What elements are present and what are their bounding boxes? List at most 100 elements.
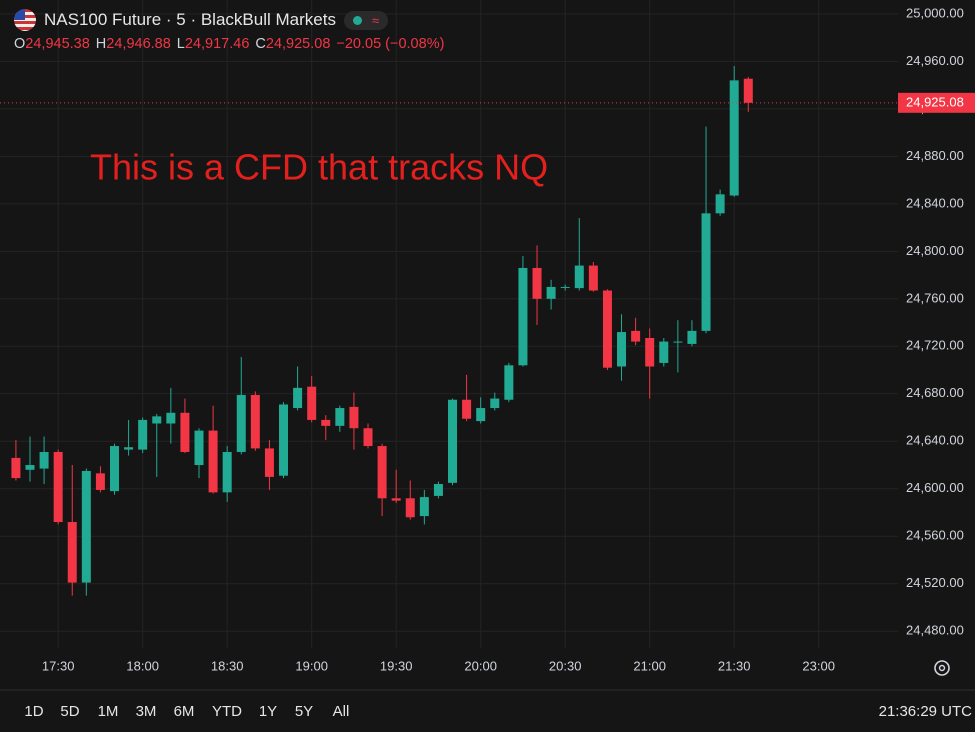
candle-body [53, 451, 63, 523]
header: NAS100 Future · 5 · BlackBull Markets ≈ … [14, 8, 450, 52]
x-tick-label: 19:30 [380, 658, 413, 673]
candle-body [194, 430, 204, 466]
candle-body [631, 330, 641, 342]
candle-body [67, 522, 77, 583]
candle-body [293, 387, 303, 409]
candle-body [11, 457, 21, 479]
title-row: NAS100 Future · 5 · BlackBull Markets ≈ [14, 8, 450, 32]
y-tick-label: 24,960.00 [906, 53, 964, 68]
candle-body [363, 428, 373, 447]
candle-body [321, 419, 331, 426]
ohlc-value: 24,917.46 [184, 36, 250, 52]
y-tick-label: 24,520.00 [906, 575, 964, 590]
candle-body [448, 399, 458, 483]
candle-body [462, 399, 472, 419]
candle-body [659, 341, 669, 363]
candle-body [208, 430, 218, 493]
y-tick-label: 24,600.00 [906, 480, 964, 495]
wave-icon: ≈ [371, 12, 380, 28]
last-price-label: 24,925.08 [906, 94, 964, 109]
annotation: This is a CFD that tracks NQ [90, 147, 548, 188]
y-tick-label: 24,880.00 [906, 148, 964, 163]
symbol-title: NAS100 Future · 5 · BlackBull Markets [44, 10, 336, 29]
y-tick-label: 24,800.00 [906, 243, 964, 258]
x-tick-label: 18:00 [126, 658, 159, 673]
candle-body [729, 80, 739, 196]
candle-body [405, 498, 415, 518]
y-tick-label: 24,720.00 [906, 338, 964, 353]
range-button[interactable]: 3M [136, 703, 157, 720]
gear[interactable] [934, 660, 950, 676]
candle-body [602, 290, 612, 368]
y-tick-label: 24,560.00 [906, 528, 964, 543]
last-price-box [898, 92, 975, 113]
candle-body [377, 446, 387, 499]
candle-body [687, 330, 697, 344]
candle-body [518, 267, 528, 366]
y-tick-label: 24,760.00 [906, 290, 964, 305]
candle-body [110, 446, 120, 492]
candle-body [645, 337, 655, 367]
candle-body [391, 498, 401, 501]
range-button[interactable]: All [333, 703, 350, 720]
ohlc-value: 24,945.38 [25, 36, 90, 52]
candle-body [222, 451, 232, 493]
ohlc-key: C [255, 36, 266, 52]
ohlc-value: 24,946.88 [106, 36, 171, 52]
clock: 21:36:29 UTC [879, 703, 973, 720]
candle-body [25, 465, 35, 470]
candle-body [264, 448, 274, 477]
candle-body [476, 408, 486, 422]
candle-body [574, 265, 584, 289]
ohlc-key: O [14, 36, 26, 52]
price-change: −20.05 (−0.08%) [336, 36, 445, 52]
candle-body [349, 406, 359, 429]
status-dot [352, 15, 362, 25]
x-tick-label: 19:00 [295, 658, 328, 673]
candle-body [419, 497, 429, 517]
candle-body [81, 470, 91, 583]
candle-body [588, 265, 598, 291]
y-tick-label: 24,680.00 [906, 385, 964, 400]
range-button[interactable]: 1M [98, 703, 119, 720]
candle-body [546, 286, 556, 299]
range-button[interactable]: 6M [174, 703, 195, 720]
ohlc-row: O24,945.38 H24,946.88 L24,917.46 C24,925.08… [14, 36, 450, 52]
range-button[interactable]: 1D [24, 703, 43, 720]
x-tick-label: 23:00 [802, 658, 835, 673]
gear-hub[interactable] [938, 664, 946, 672]
candle-body [180, 412, 190, 452]
candle-body [701, 213, 711, 331]
x-tick-label: 18:30 [211, 658, 244, 673]
y-tick-label: 24,640.00 [906, 433, 964, 448]
candle-body [279, 404, 289, 476]
flag-icon [14, 9, 36, 31]
range-button[interactable]: YTD [212, 703, 242, 720]
candle-body [490, 398, 500, 409]
candle-body [250, 394, 260, 449]
candle-body [236, 394, 246, 452]
candle-body [504, 365, 514, 400]
y-tick-label: 25,000.00 [906, 5, 964, 20]
status-badge[interactable]: ≈ [343, 10, 389, 30]
ohlc-value: 24,925.08 [265, 36, 331, 52]
x-tick-label: 21:30 [718, 658, 751, 673]
x-tick-label: 20:30 [549, 658, 582, 673]
ohlc-key: H [95, 36, 107, 52]
candle-body [560, 286, 570, 288]
x-tick-label: 20:00 [464, 658, 497, 673]
candle-body [617, 332, 627, 367]
candle-body [433, 484, 443, 496]
grid [0, 0, 898, 648]
candle-body [138, 419, 148, 450]
candle-body [124, 447, 134, 450]
candle-body [307, 386, 317, 420]
candle-body [152, 416, 162, 424]
range-button[interactable]: 1Y [259, 703, 277, 720]
settings-icon[interactable] [934, 660, 950, 676]
range-button[interactable]: 5D [60, 703, 79, 720]
range-button[interactable]: 5Y [295, 703, 313, 720]
